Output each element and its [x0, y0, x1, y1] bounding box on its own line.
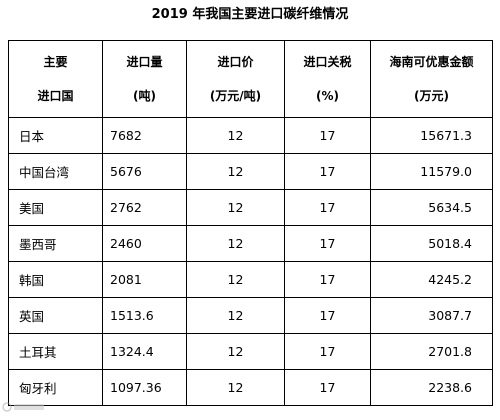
- cell-tariff: 17: [284, 297, 371, 334]
- cell-discount: 15671.3: [370, 117, 493, 154]
- cell-tariff: 17: [284, 153, 371, 190]
- cell-discount: 5018.4: [370, 225, 493, 262]
- table-row: 美国 2762 12 17 5634.5: [8, 189, 493, 226]
- header-import-price: 进口价 (万元/吨): [186, 40, 285, 118]
- cell-tariff: 17: [284, 225, 371, 262]
- cell-country: 土耳其: [8, 333, 103, 370]
- cell-quantity: 2762: [102, 189, 187, 226]
- cell-price: 12: [186, 117, 285, 154]
- table-row: 墨西哥 2460 12 17 5018.4: [8, 225, 493, 262]
- cell-quantity: 1513.6: [102, 297, 187, 334]
- cell-country: 中国台湾: [8, 153, 103, 190]
- header-row: 主要 进口国 进口量 (吨) 进口价 (万元/吨) 进口关税 (%) 海南可优惠…: [8, 40, 493, 118]
- cell-discount: 2238.6: [370, 369, 493, 406]
- cell-tariff: 17: [284, 189, 371, 226]
- header-import-tariff: 进口关税 (%): [284, 40, 371, 118]
- watermark-logo-icon: [2, 402, 44, 412]
- carbon-fiber-import-table: 主要 进口国 进口量 (吨) 进口价 (万元/吨) 进口关税 (%) 海南可优惠…: [8, 40, 493, 406]
- cell-discount: 11579.0: [370, 153, 493, 190]
- cell-country: 英国: [8, 297, 103, 334]
- table-title: 2019 年我国主要进口碳纤维情况: [151, 7, 349, 22]
- table-row: 匈牙利 1097.36 12 17 2238.6: [8, 369, 493, 406]
- header-country: 主要 进口国: [8, 40, 103, 118]
- cell-price: 12: [186, 189, 285, 226]
- cell-quantity: 1097.36: [102, 369, 187, 406]
- cell-quantity: 7682: [102, 117, 187, 154]
- table-row: 英国 1513.6 12 17 3087.7: [8, 297, 493, 334]
- table-row: 日本 7682 12 17 15671.3: [8, 117, 493, 154]
- cell-price: 12: [186, 333, 285, 370]
- cell-country: 美国: [8, 189, 103, 226]
- cell-discount: 2701.8: [370, 333, 493, 370]
- cell-quantity: 1324.4: [102, 333, 187, 370]
- cell-discount: 5634.5: [370, 189, 493, 226]
- cell-price: 12: [186, 153, 285, 190]
- cell-tariff: 17: [284, 117, 371, 154]
- cell-country: 韩国: [8, 261, 103, 298]
- cell-country: 墨西哥: [8, 225, 103, 262]
- cell-quantity: 5676: [102, 153, 187, 190]
- header-hainan-discount: 海南可优惠金额 (万元): [370, 40, 493, 118]
- cell-discount: 3087.7: [370, 297, 493, 334]
- header-import-quantity: 进口量 (吨): [102, 40, 187, 118]
- cell-tariff: 17: [284, 369, 371, 406]
- cell-price: 12: [186, 225, 285, 262]
- cell-price: 12: [186, 297, 285, 334]
- table-row: 土耳其 1324.4 12 17 2701.8: [8, 333, 493, 370]
- cell-quantity: 2081: [102, 261, 187, 298]
- cell-tariff: 17: [284, 333, 371, 370]
- cell-price: 12: [186, 369, 285, 406]
- cell-discount: 4245.2: [370, 261, 493, 298]
- cell-country: 日本: [8, 117, 103, 154]
- cell-price: 12: [186, 261, 285, 298]
- cell-quantity: 2460: [102, 225, 187, 262]
- table-row: 中国台湾 5676 12 17 11579.0: [8, 153, 493, 190]
- table-row: 韩国 2081 12 17 4245.2: [8, 261, 493, 298]
- cell-tariff: 17: [284, 261, 371, 298]
- cell-country: 匈牙利: [8, 369, 103, 406]
